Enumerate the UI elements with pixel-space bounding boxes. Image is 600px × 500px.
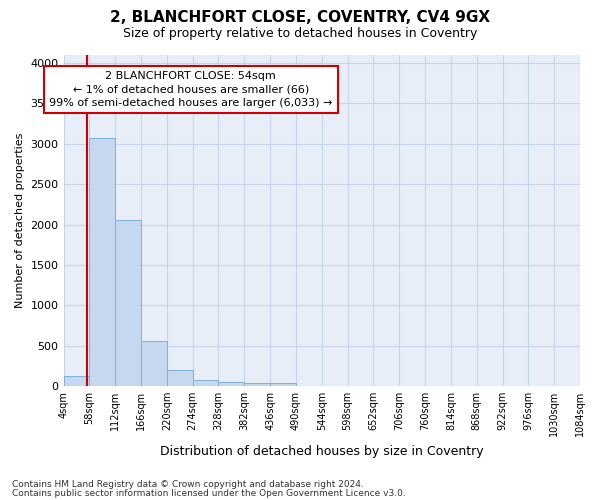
Bar — [193, 380, 218, 386]
X-axis label: Distribution of detached houses by size in Coventry: Distribution of detached houses by size … — [160, 444, 484, 458]
Bar — [64, 376, 89, 386]
Bar — [270, 383, 296, 386]
Bar — [141, 341, 167, 386]
Bar — [167, 370, 193, 386]
Bar — [89, 138, 115, 386]
Text: 2, BLANCHFORT CLOSE, COVENTRY, CV4 9GX: 2, BLANCHFORT CLOSE, COVENTRY, CV4 9GX — [110, 10, 490, 25]
Y-axis label: Number of detached properties: Number of detached properties — [15, 133, 25, 308]
Bar — [218, 382, 244, 386]
Bar — [244, 383, 270, 386]
Text: Size of property relative to detached houses in Coventry: Size of property relative to detached ho… — [123, 28, 477, 40]
Text: 2 BLANCHFORT CLOSE: 54sqm
← 1% of detached houses are smaller (66)
99% of semi-d: 2 BLANCHFORT CLOSE: 54sqm ← 1% of detach… — [49, 71, 332, 108]
Text: Contains HM Land Registry data © Crown copyright and database right 2024.: Contains HM Land Registry data © Crown c… — [12, 480, 364, 489]
Text: Contains public sector information licensed under the Open Government Licence v3: Contains public sector information licen… — [12, 488, 406, 498]
Bar — [115, 220, 141, 386]
